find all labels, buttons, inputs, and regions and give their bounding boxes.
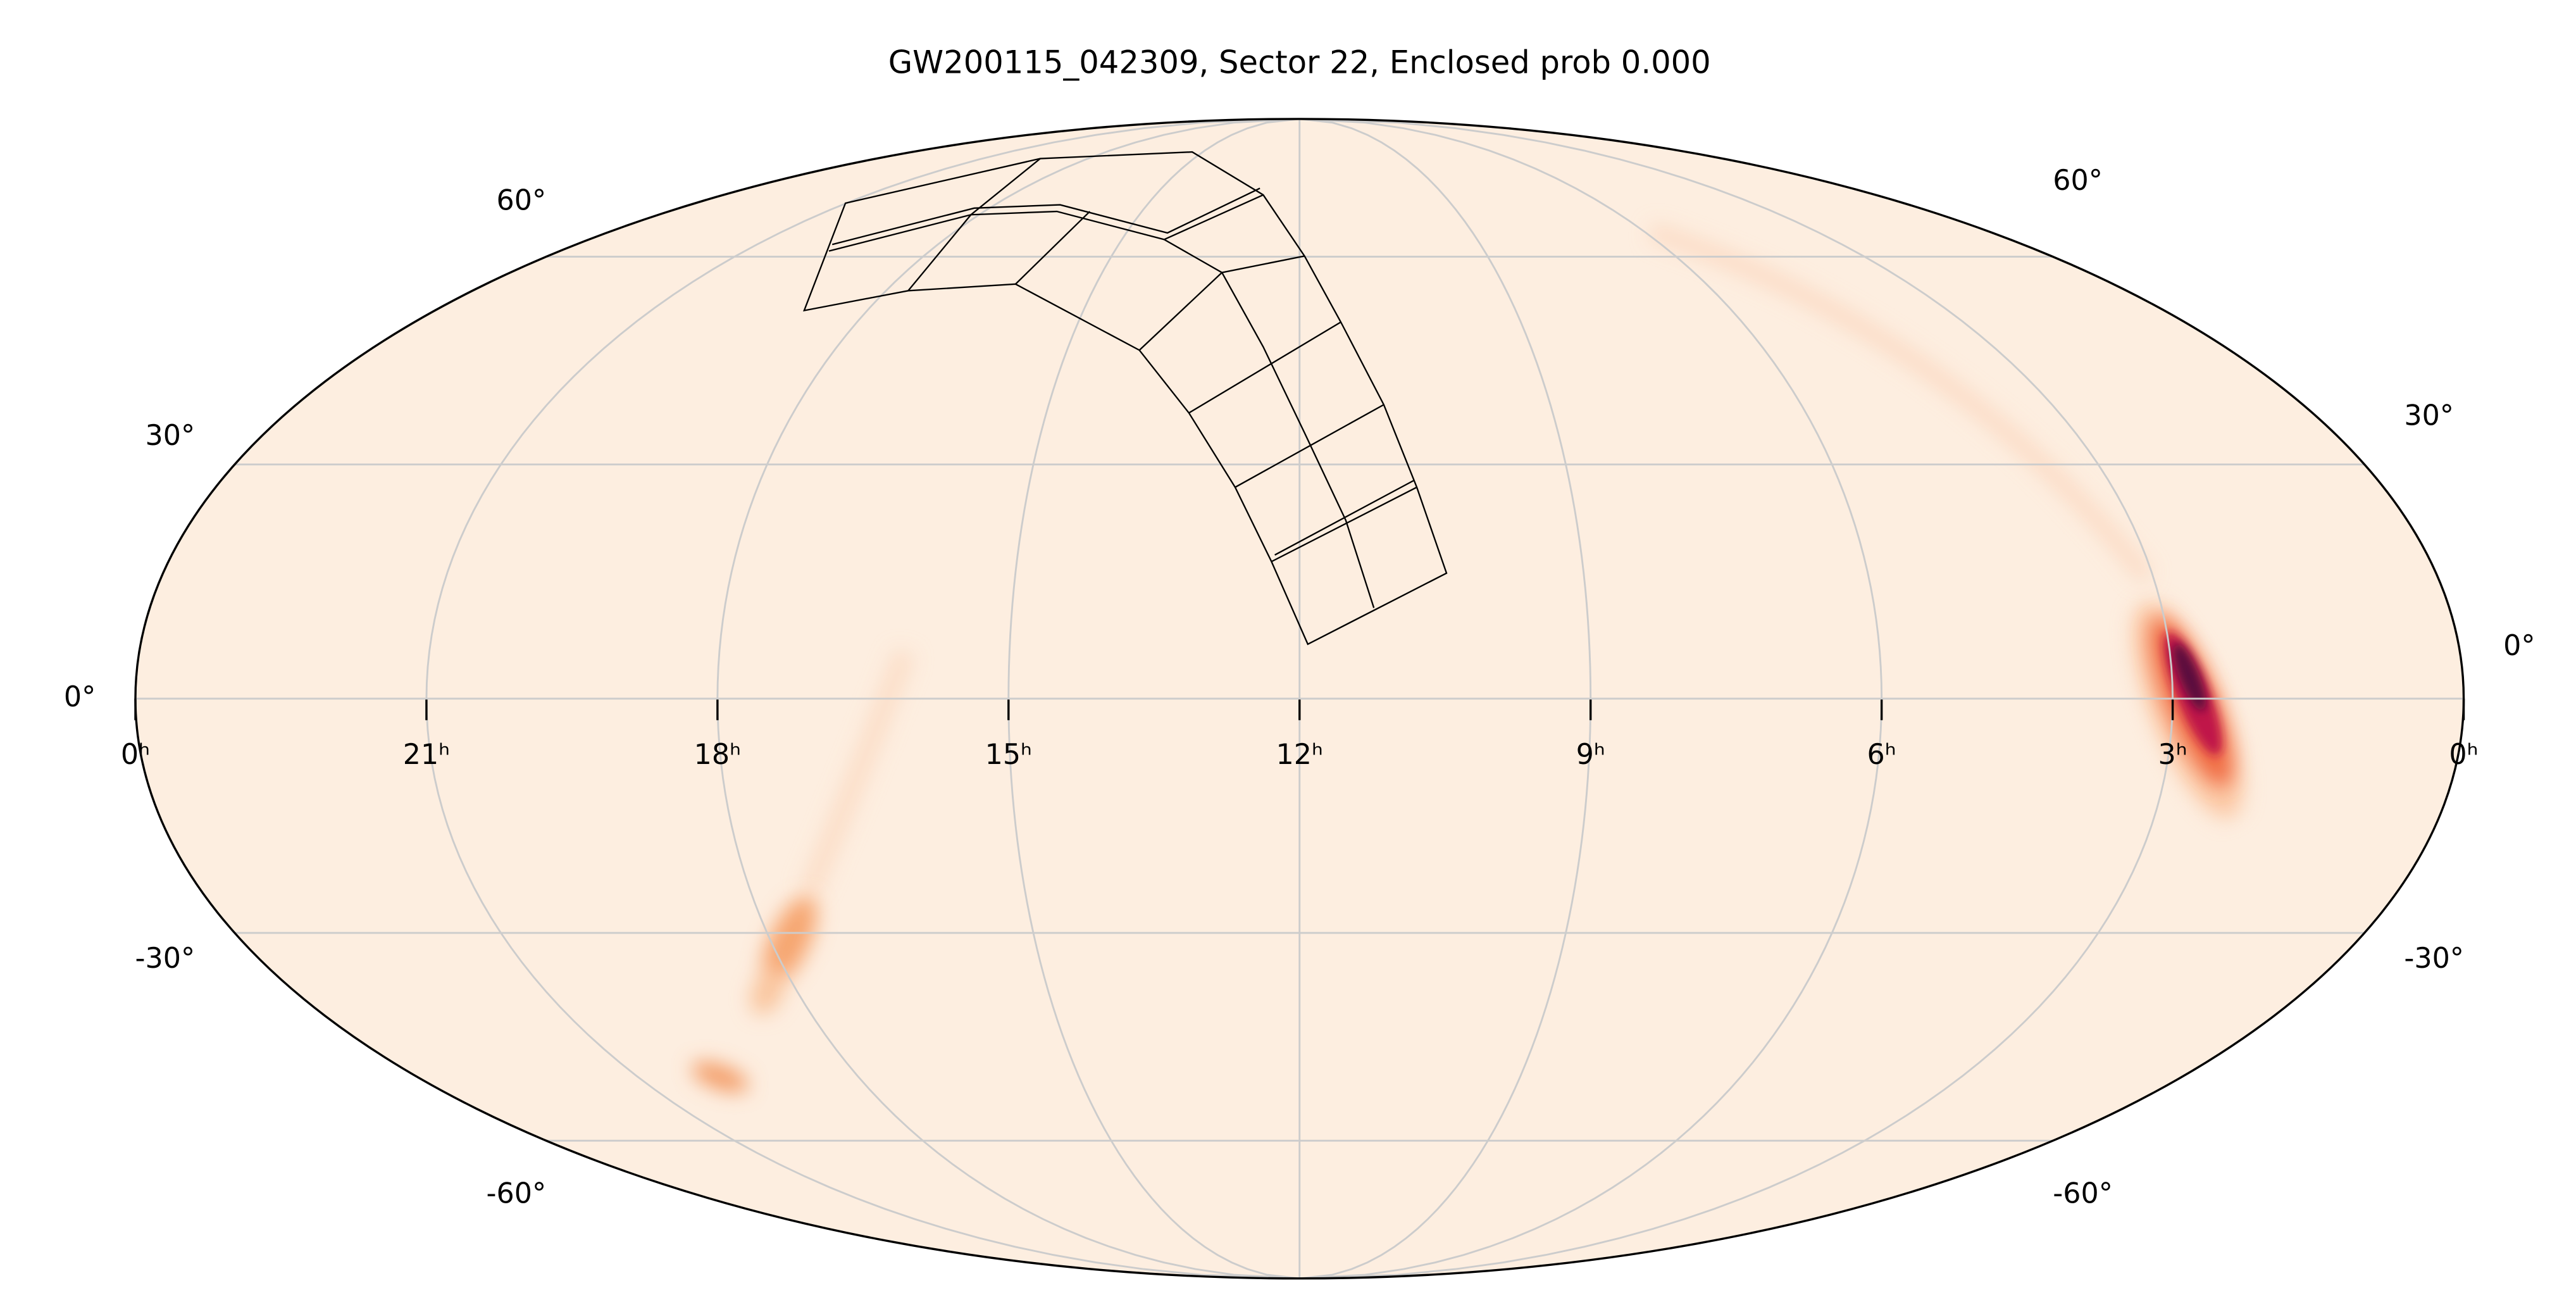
dec-tick-label: 60° [497,184,547,216]
ra-tick-label: 0ʰ [121,739,150,771]
ra-tick-label: 9ʰ [1576,739,1605,771]
dec-tick-label: -60° [487,1177,547,1210]
dec-tick-label: 0° [64,681,96,713]
dec-tick-label: -30° [135,942,196,975]
ccd-line [1164,239,1375,608]
title: GW200115_042309, Sector 22, Enclosed pro… [888,44,1711,80]
ra-tick-label: 0ʰ [2449,739,2478,771]
footprint-outline [803,151,1448,646]
graticule [134,118,2465,1280]
ra-tick-label: 3ʰ [2158,739,2187,771]
tess-footprint [803,151,1448,646]
axis-labels: 0ʰ 21ʰ 18ʰ 15ʰ 12ʰ 9ʰ 6ʰ 3ʰ 0ʰ 60° 60° 30° 30° 0° 0° -3… [64,165,2536,1210]
ccd-line [1235,404,1384,488]
ccd-line [907,158,1041,292]
ra-tick-label: 21ʰ [403,739,450,771]
ra-tick-label: 18ʰ [694,739,741,771]
dec-tick-label: -60° [2053,1177,2113,1210]
ccd-line [828,194,1264,252]
ccd-line [1188,321,1341,414]
ra-tick-label: 12ʰ [1276,739,1323,771]
dec-tick-label: 60° [2053,165,2103,197]
faint-arc [800,223,2153,896]
dec-tick-label: -30° [2404,942,2464,975]
ccd-line [831,187,1260,246]
ra-tick-label: 15ʰ [985,739,1032,771]
dec-tick-label: 0° [2503,630,2535,662]
ccd-line [1271,486,1417,563]
dec-tick-label: 30° [146,420,196,452]
sky-boundary [134,118,2465,1280]
ra-tick-label: 6ʰ [1867,739,1896,771]
plot: GW200115_042309, Sector 22, Enclosed pro… [64,44,2536,1280]
dec-tick-label: 30° [2404,399,2454,432]
south-blobs [692,896,817,1092]
ccd-line [1015,211,1091,285]
